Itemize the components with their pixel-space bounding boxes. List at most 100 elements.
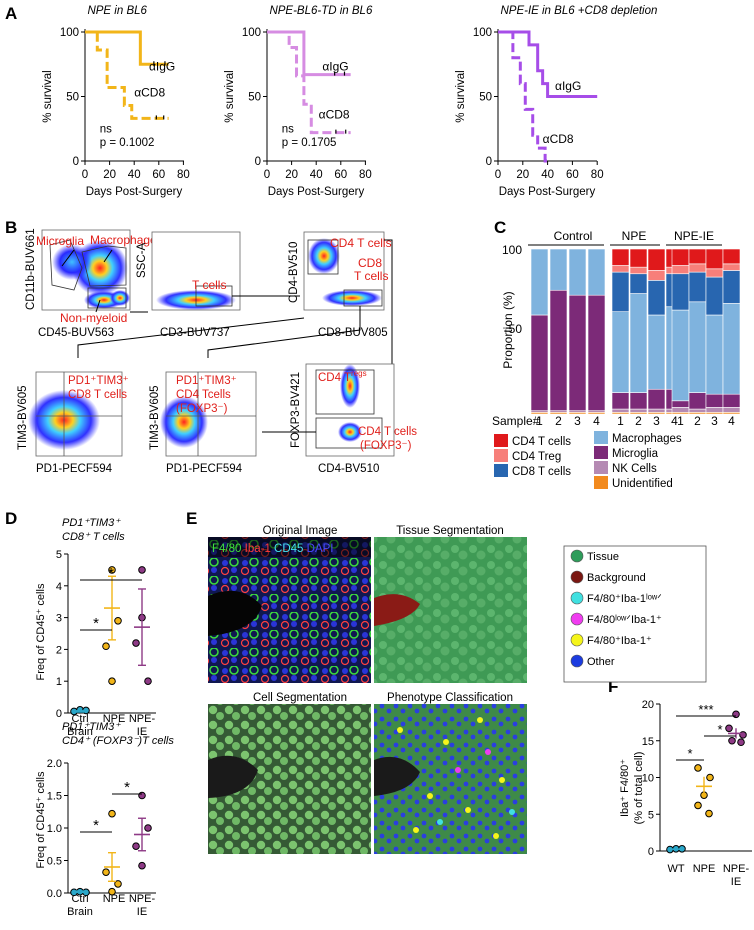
- significance-star: *: [108, 565, 114, 582]
- gate-label: CD8 T cells: [68, 389, 127, 401]
- stacked-bar-segment: [705, 407, 724, 413]
- x-tick-label: WT: [667, 863, 684, 875]
- data-point: [739, 731, 747, 739]
- y-tick-label: 0: [648, 846, 654, 858]
- x-tick-label: 20: [285, 169, 298, 181]
- gate-label: CD4 Tregs: [318, 369, 367, 384]
- stacked-bar-segment: [688, 248, 707, 265]
- flow-population: [338, 422, 362, 442]
- data-point: [732, 710, 740, 719]
- panel-a-survival-curves: 0 50 100 0 20 40 60 80 Days Post-Surgery % surviv…: [42, 5, 657, 198]
- data-point: [138, 566, 146, 574]
- gate-label: CD4 T cells: [358, 426, 417, 438]
- axis-label: CD3-BUV737: [160, 327, 230, 339]
- panel-label-e: E: [186, 509, 197, 528]
- gate: [81, 245, 127, 287]
- flow-population: [160, 396, 208, 448]
- y-tick-label: 50: [509, 322, 523, 336]
- curve-label-igg: αIgG: [555, 79, 581, 93]
- gate: [315, 369, 375, 415]
- phenotype-classification-image: [374, 704, 527, 854]
- data-point: [108, 566, 116, 574]
- cell-segmentation-image: [208, 704, 371, 854]
- x-tick-label: IE: [731, 876, 741, 888]
- gate-label: (FOXP3⁻): [176, 403, 228, 415]
- stacked-bar-segment: [629, 273, 648, 294]
- stacked-bar-segment: [587, 294, 606, 412]
- flow-population: [52, 244, 92, 280]
- data-point: [694, 764, 702, 772]
- axis-label: PD1-PECF594: [166, 463, 243, 475]
- data-point: [138, 791, 146, 800]
- flow-plot-foxp3-cd4: CD4 Tregs CD4 T cells (FOXP3⁻) FOXP3-BV4…: [290, 363, 417, 475]
- data-point: [728, 736, 736, 745]
- survival-curve-cd8: [85, 30, 169, 120]
- x-axis-label: Days Post-Surgery: [86, 186, 183, 198]
- data-point: [108, 677, 116, 686]
- stacked-bar-segment: [530, 248, 549, 316]
- gating-arrow: [384, 239, 393, 364]
- y-tick-label: 50: [66, 92, 79, 104]
- y-axis-label: (% of total cell): [633, 752, 645, 825]
- flow-plot-tim3-pd1-cd8: PD1⁺TIM3⁺ CD8 T cells TIM3-BV605 PD1-PEC…: [17, 371, 129, 475]
- y-tick-label: 0: [56, 708, 62, 720]
- y-axis-label: Freq of CD45⁺ cells: [35, 771, 47, 868]
- y-tick-label: 5: [56, 549, 62, 561]
- data-point: [737, 738, 745, 747]
- legend-swatch: [594, 476, 608, 489]
- legend-label: Microglia: [612, 448, 659, 460]
- x-tick-label: NPE-: [129, 893, 156, 905]
- stacked-bar-segment: [647, 314, 666, 390]
- y-tick-label: 100: [242, 27, 261, 39]
- y-tick-label: 5: [648, 809, 654, 821]
- stacked-bar-segment: [611, 248, 630, 266]
- stacked-bar-segment: [568, 294, 587, 412]
- legend-label: Background: [587, 572, 646, 584]
- gating-arrow: [77, 317, 305, 358]
- data-point: [102, 868, 110, 877]
- plot-title: NPE-BL6-TD in BL6: [269, 5, 373, 17]
- x-tick-label: 20: [516, 169, 529, 181]
- legend-swatch: [594, 431, 608, 444]
- curve-label-igg: αIgG: [149, 60, 175, 74]
- survival-curve-cd8: [498, 30, 548, 163]
- group-label: Control: [554, 229, 593, 243]
- sample-tick-label: 4: [728, 414, 735, 428]
- x-tick-label: IE: [137, 906, 147, 918]
- axis-label: FOXP3-BV421: [290, 372, 302, 448]
- legend-label: F4/80⁺Iba-1⁺: [587, 635, 652, 647]
- x-tick-label: Brain: [67, 726, 93, 738]
- legend-label: F4/80⁺Iba-1ˡᵒʷᐟ: [587, 593, 662, 605]
- sample-tick-label: 1: [677, 414, 684, 428]
- panel-label-c: C: [494, 218, 506, 237]
- original-image: F4/80 Iba-1 CD45 DAPI: [208, 537, 371, 683]
- stacked-bar-segment: [647, 248, 666, 271]
- gate-label: PD1⁺TIM3⁺: [176, 375, 237, 387]
- y-axis-label: % survival: [224, 70, 236, 122]
- image-title: Cell Segmentation: [253, 692, 347, 704]
- x-tick-label: 80: [591, 169, 604, 181]
- stacked-bar-segment: [705, 248, 724, 270]
- gate: [307, 239, 339, 275]
- x-tick-label: NPE: [693, 863, 716, 875]
- stacked-bar-segment: [722, 270, 741, 304]
- flow-plot-tim3-pd1-cd4: PD1⁺TIM3⁺ CD4 Tcells (FOXP3⁻) TIM3-BV605…: [149, 371, 257, 475]
- stacked-bar-segment: [722, 263, 741, 271]
- plot-title: CD4⁺ (FOXP3⁻)T cells: [62, 735, 174, 747]
- axis-label: CD8-BUV805: [318, 327, 388, 339]
- channel-labels: F4/80 Iba-1 CD45 DAPI: [212, 543, 334, 555]
- stacked-bar-segment: [568, 248, 587, 296]
- sample-tick-label: 1: [617, 414, 624, 428]
- survival-curve-cd8: [267, 30, 351, 135]
- x-tick-label: NPE-: [723, 863, 750, 875]
- stacked-bar-segment: [629, 248, 648, 268]
- stacked-bar-segment: [611, 265, 630, 273]
- x-tick-label: 40: [310, 169, 323, 181]
- stacked-bar-segment: [647, 408, 666, 413]
- y-tick-label: 50: [479, 92, 492, 104]
- stacked-bar-segment: [688, 263, 707, 273]
- flow-plot-cd11b-cd45: Microglia Macrophage Non-myeloid CD11b-B…: [25, 228, 157, 339]
- x-tick-label: Ctrl: [71, 893, 88, 905]
- panel-f-dot-plot: Iba⁺ F4/80⁺ (% of total cell) WT NPE NPE…: [619, 699, 752, 888]
- panel-e-imaging: Original Image Tissue Segmentation Cell …: [208, 525, 707, 854]
